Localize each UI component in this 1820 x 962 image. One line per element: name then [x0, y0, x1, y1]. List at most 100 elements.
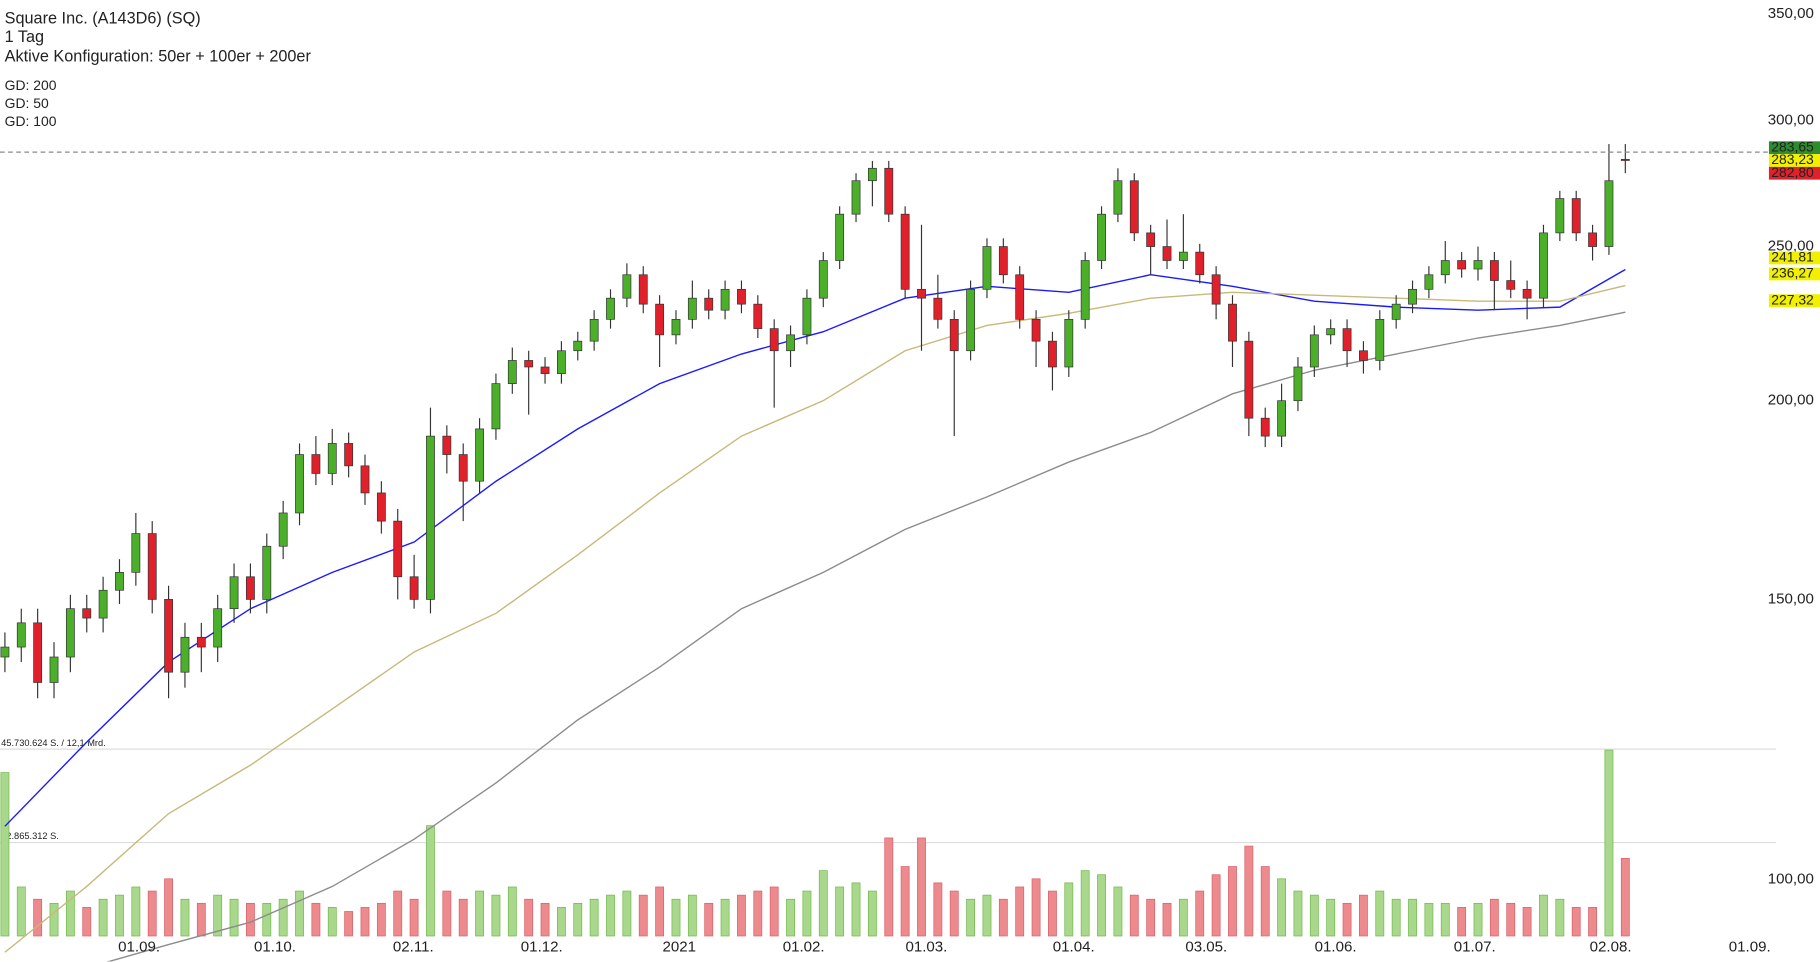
volume-bar — [196, 902, 206, 937]
volume-bar — [1211, 874, 1221, 937]
volume-bar — [557, 907, 566, 937]
volume-bar — [737, 894, 746, 937]
price-label-box — [1768, 166, 1820, 180]
candle-body — [933, 297, 943, 320]
legend-entry: GD: 100 — [5, 113, 57, 129]
volume-bar — [1457, 907, 1467, 937]
candle-body — [1620, 158, 1630, 161]
candle-body — [720, 288, 730, 311]
volume-bar — [246, 902, 255, 937]
volume-bar — [1506, 902, 1516, 937]
chart-title: Square Inc. (A143D6) (SQ) — [5, 9, 201, 27]
volume-bar — [1522, 907, 1532, 937]
axis-layer: 350,00 300,00 250,00 200,00 150,00 100,00 01.0… — [0, 5, 1820, 956]
volume-bar — [1588, 907, 1597, 937]
volume-bar — [851, 882, 861, 937]
legend-entry: GD: 50 — [5, 95, 49, 111]
candle-body — [147, 533, 157, 600]
candle-body — [360, 465, 370, 494]
candle-body — [655, 303, 665, 336]
candle-body — [1359, 350, 1368, 361]
candle-body — [998, 246, 1008, 276]
candle-body — [115, 571, 124, 591]
ma-layer — [4, 268, 1626, 962]
candle-body — [540, 366, 550, 374]
candle-body — [1457, 260, 1467, 270]
volume-bar — [376, 902, 386, 937]
legend-entry: GD: 200 — [5, 77, 57, 93]
candle-body — [1146, 232, 1156, 247]
candle-body — [213, 608, 223, 648]
candle-body — [1244, 340, 1254, 419]
volume-bar — [1539, 894, 1548, 937]
volume-bar — [1178, 898, 1188, 937]
volume-bar — [655, 886, 665, 937]
price-label: 227,32 — [1771, 291, 1814, 307]
volume-bar — [1375, 890, 1385, 937]
candle-body — [1489, 260, 1499, 281]
volume-bar — [1162, 902, 1172, 937]
candle-body — [0, 646, 10, 658]
volume-bar — [295, 890, 304, 937]
volume-bar — [540, 902, 550, 937]
price-label-box — [1768, 267, 1820, 281]
volume-bar — [573, 902, 583, 937]
volume-bar — [1309, 894, 1319, 937]
candle-body — [835, 213, 845, 261]
candle-body — [949, 318, 959, 352]
volume-bar — [769, 886, 779, 937]
price-label: 283,65 — [1771, 138, 1814, 154]
volume-bar — [589, 898, 599, 937]
x-tick-label: 01.02. — [783, 939, 825, 956]
volume-bar — [458, 898, 468, 937]
candle-body — [180, 636, 190, 673]
volume-bar — [344, 911, 354, 937]
candle-body — [1293, 366, 1303, 402]
moving-average-line — [4, 268, 1626, 827]
volume-bar — [147, 890, 157, 937]
candle-body — [65, 608, 75, 658]
x-tick-label: 03.05. — [1185, 939, 1227, 956]
candle-body — [426, 435, 435, 600]
volume-bar — [622, 890, 632, 937]
y-tick-label: 300,00 — [1768, 112, 1814, 129]
x-tick-label: 01.12. — [521, 939, 563, 956]
price-label-box — [1768, 251, 1820, 265]
moving-average-line — [106, 311, 1626, 962]
volume-bar — [638, 894, 648, 937]
volume-bar — [1064, 882, 1074, 937]
volume-tick-label: 22.865.312 S. — [1, 831, 59, 841]
volume-bar — [1195, 890, 1205, 937]
candle-body — [638, 274, 648, 305]
candle-body — [573, 340, 583, 352]
volume-bar — [262, 902, 272, 937]
candle-body — [1522, 288, 1532, 299]
volume-bar — [131, 886, 141, 937]
volume-bar — [360, 907, 370, 937]
volume-bar — [1260, 866, 1270, 937]
candle-body — [818, 260, 828, 299]
y-tick-label: 350,00 — [1768, 5, 1814, 22]
candle-body — [131, 533, 141, 573]
candle-body — [1015, 274, 1025, 320]
candle-body — [1211, 274, 1221, 305]
volume-bar — [1473, 902, 1483, 937]
x-tick-label: 01.06. — [1315, 939, 1357, 956]
volume-bar — [1048, 890, 1057, 937]
candle-body — [867, 167, 877, 182]
volume-bar — [327, 907, 337, 937]
candle-body — [376, 492, 386, 522]
volume-bar — [524, 898, 534, 937]
candle-body — [393, 520, 403, 578]
candle-body — [1604, 180, 1614, 247]
candle-body — [229, 576, 239, 610]
volume-bar — [835, 886, 845, 937]
candle-body — [1113, 180, 1123, 215]
candle-body — [295, 454, 304, 514]
candle-body — [246, 576, 255, 600]
candle-body — [769, 328, 779, 352]
volume-bar — [753, 890, 763, 937]
volume-bar — [278, 898, 288, 937]
candle-body — [1129, 180, 1139, 234]
candle-body — [409, 576, 419, 600]
